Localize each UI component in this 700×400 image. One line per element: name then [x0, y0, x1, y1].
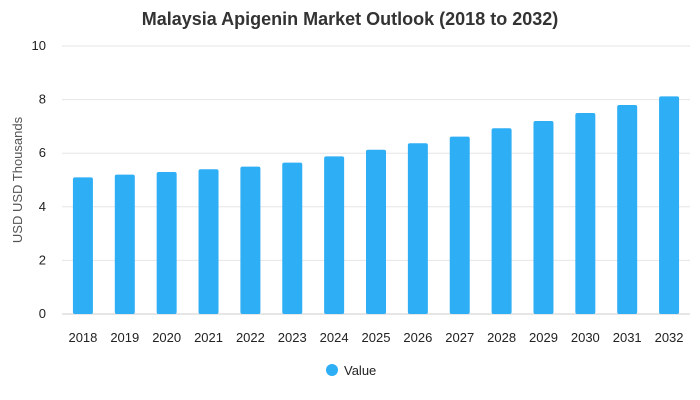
x-tick-label: 2019 — [110, 330, 139, 345]
x-axis-ticks: 2018 2019 2020 2021 2022 2023 2024 2025 2026 2027… — [68, 330, 683, 345]
y-tick-label: 10 — [32, 38, 46, 53]
bar-2028[interactable] — [491, 128, 512, 314]
bar-2029[interactable] — [533, 121, 554, 314]
bar-2021[interactable] — [198, 169, 219, 314]
legend-swatch-value — [326, 364, 338, 376]
x-tick-label: 2018 — [68, 330, 97, 345]
bar-2020[interactable] — [156, 171, 177, 314]
y-axis-label: USD USD Thousands — [10, 116, 25, 243]
y-tick-label: 8 — [39, 92, 46, 107]
bar-2024[interactable] — [324, 156, 345, 314]
bar-2018[interactable] — [72, 177, 93, 314]
x-tick-label: 2029 — [529, 330, 558, 345]
x-tick-label: 2031 — [613, 330, 642, 345]
bar-2030[interactable] — [575, 113, 596, 314]
x-tick-label: 2032 — [655, 330, 684, 345]
y-tick-label: 4 — [39, 199, 46, 214]
bar-2032[interactable] — [659, 96, 680, 314]
bar-2023[interactable] — [282, 162, 303, 314]
y-tick-label: 2 — [39, 252, 46, 267]
x-tick-label: 2022 — [236, 330, 265, 345]
x-tick-label: 2028 — [487, 330, 516, 345]
x-tick-label: 2020 — [152, 330, 181, 345]
x-tick-label: 2023 — [278, 330, 307, 345]
bar-2031[interactable] — [617, 104, 638, 315]
bar-2027[interactable] — [449, 136, 470, 314]
bar-2022[interactable] — [240, 166, 261, 314]
bar-2025[interactable] — [366, 149, 386, 314]
legend[interactable]: Value — [326, 363, 376, 378]
x-tick-label: 2025 — [362, 330, 391, 345]
bar-2019[interactable] — [114, 174, 135, 314]
legend-label-value: Value — [344, 363, 376, 378]
y-axis-ticks: 0 2 4 6 8 10 — [32, 38, 46, 321]
bars — [72, 96, 680, 315]
x-tick-label: 2021 — [194, 330, 223, 345]
y-tick-label: 0 — [39, 306, 46, 321]
x-tick-label: 2027 — [445, 330, 474, 345]
chart-title: Malaysia Apigenin Market Outlook (2018 t… — [142, 9, 558, 29]
x-tick-label: 2030 — [571, 330, 600, 345]
y-tick-label: 6 — [39, 145, 46, 160]
x-tick-label: 2024 — [320, 330, 349, 345]
x-tick-label: 2026 — [403, 330, 432, 345]
bar-2026[interactable] — [407, 143, 428, 314]
